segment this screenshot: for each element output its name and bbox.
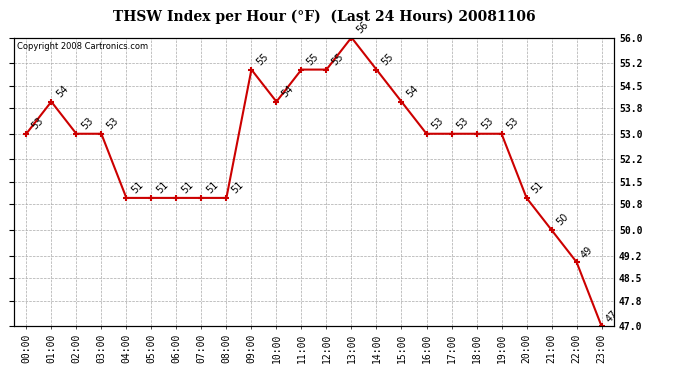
- Text: 53: 53: [104, 116, 120, 132]
- Text: 55: 55: [380, 51, 395, 68]
- Text: THSW Index per Hour (°F)  (Last 24 Hours) 20081106: THSW Index per Hour (°F) (Last 24 Hours)…: [113, 9, 535, 24]
- Text: 50: 50: [554, 212, 570, 228]
- Text: 53: 53: [79, 116, 95, 132]
- Text: 53: 53: [504, 116, 520, 132]
- Text: 51: 51: [529, 180, 545, 196]
- Text: 55: 55: [329, 51, 345, 68]
- Text: 51: 51: [229, 180, 245, 196]
- Text: 47: 47: [604, 308, 620, 324]
- Text: Copyright 2008 Cartronics.com: Copyright 2008 Cartronics.com: [17, 42, 148, 51]
- Text: 53: 53: [29, 116, 45, 132]
- Text: 51: 51: [204, 180, 220, 196]
- Text: 54: 54: [279, 84, 295, 99]
- Text: 55: 55: [254, 51, 270, 68]
- Text: 53: 53: [480, 116, 495, 132]
- Text: 49: 49: [580, 244, 595, 260]
- Text: 56: 56: [354, 20, 370, 35]
- Text: 55: 55: [304, 51, 320, 68]
- Text: 51: 51: [129, 180, 145, 196]
- Text: 54: 54: [404, 84, 420, 99]
- Text: 54: 54: [54, 84, 70, 99]
- Text: 53: 53: [454, 116, 470, 132]
- Text: 51: 51: [154, 180, 170, 196]
- Text: 53: 53: [429, 116, 445, 132]
- Text: 51: 51: [179, 180, 195, 196]
